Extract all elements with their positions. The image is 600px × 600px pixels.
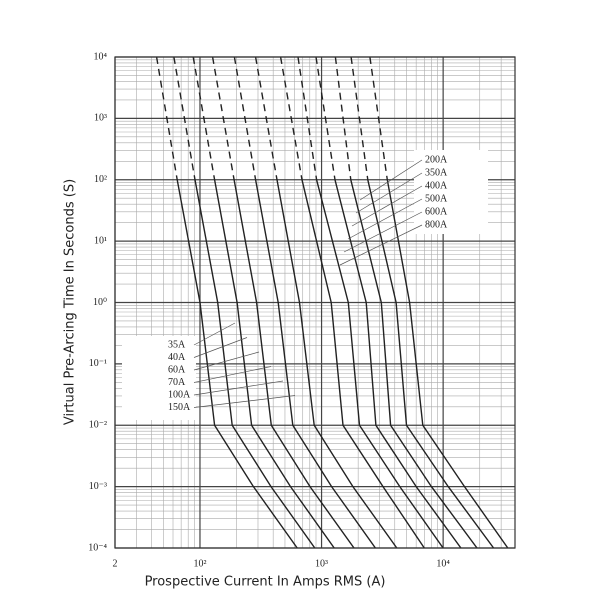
leader-line — [193, 337, 248, 358]
legend-label: 35A — [168, 339, 186, 350]
y-tick-label: 10⁰ — [93, 297, 107, 308]
legend-label: 150A — [168, 402, 191, 413]
leader-line — [193, 395, 296, 408]
curve — [254, 179, 376, 548]
y-tick-label: 10⁻² — [89, 420, 107, 431]
legend-label: 100A — [168, 389, 191, 400]
leader-line — [193, 380, 284, 396]
legend-label: 400A — [425, 180, 448, 191]
curve — [194, 179, 316, 548]
legend-label: 600A — [425, 206, 448, 217]
x-axis-label: Prospective Current In Amps RMS (A) — [145, 575, 386, 590]
curve — [176, 179, 298, 548]
x-tick-label: 2 — [113, 558, 118, 569]
leader-line — [193, 351, 260, 371]
leader-line — [339, 224, 423, 266]
curve-dashed — [279, 57, 303, 180]
legend-label: 200A — [425, 154, 448, 165]
curve — [301, 179, 425, 548]
curve — [367, 179, 495, 548]
curve-dashed — [211, 57, 235, 180]
curve-dashed — [334, 57, 352, 180]
legend-label: 60A — [168, 364, 186, 375]
curve-dashed — [254, 57, 278, 180]
x-tick-label: 10⁴ — [436, 558, 450, 569]
y-tick-label: 10³ — [94, 113, 107, 124]
curve-dashed — [192, 57, 216, 180]
y-tick-label: 10⁴ — [94, 51, 108, 62]
y-tick-label: 10² — [94, 174, 107, 185]
curve — [315, 179, 444, 548]
leader-line — [193, 366, 272, 383]
curve — [334, 179, 462, 548]
legend-label: 350A — [425, 167, 448, 178]
curve — [276, 179, 398, 548]
curve-dashed — [350, 57, 369, 180]
curve — [386, 179, 509, 548]
label-box-left — [122, 336, 196, 420]
curve-dashed — [369, 57, 388, 180]
curve-dashed — [297, 57, 318, 180]
leader-line — [359, 159, 423, 201]
leader-line — [193, 322, 236, 346]
curves — [155, 57, 509, 548]
curve — [350, 179, 478, 548]
y-tick-label: 10¹ — [94, 235, 107, 246]
curve-dashed — [173, 57, 196, 180]
y-tick-label: 10⁻¹ — [89, 358, 107, 369]
labels: 2 10² 10³ 10⁴ 10⁴ 10³ 10² 10¹ 10⁰ 10⁻¹ 10⁻² 10⁻³ 10⁻… — [88, 51, 450, 569]
legend-label: 800A — [425, 219, 448, 230]
curve — [213, 179, 335, 548]
x-tick-label: 10² — [193, 558, 206, 569]
curve-dashed — [315, 57, 336, 180]
label-box-right — [414, 150, 488, 234]
legend-label: 500A — [425, 193, 448, 204]
leader-line — [351, 185, 423, 227]
leader-line — [355, 172, 423, 214]
curve-dashed — [233, 57, 257, 180]
leader-line — [347, 198, 423, 240]
curve-dashed — [155, 57, 178, 180]
curve — [233, 179, 355, 548]
y-tick-label: 10⁻³ — [89, 481, 107, 492]
x-tick-label: 10³ — [315, 558, 328, 569]
leader-line — [343, 211, 423, 253]
plot-frame — [114, 56, 516, 549]
y-tick-label: 10⁻⁴ — [88, 542, 107, 553]
y-axis-label: Virtual Pre-Arcing Time In Seconds (S) — [63, 179, 78, 425]
grid — [114, 56, 515, 549]
legend-label: 40A — [168, 352, 186, 363]
legend-label: 70A — [168, 377, 186, 388]
